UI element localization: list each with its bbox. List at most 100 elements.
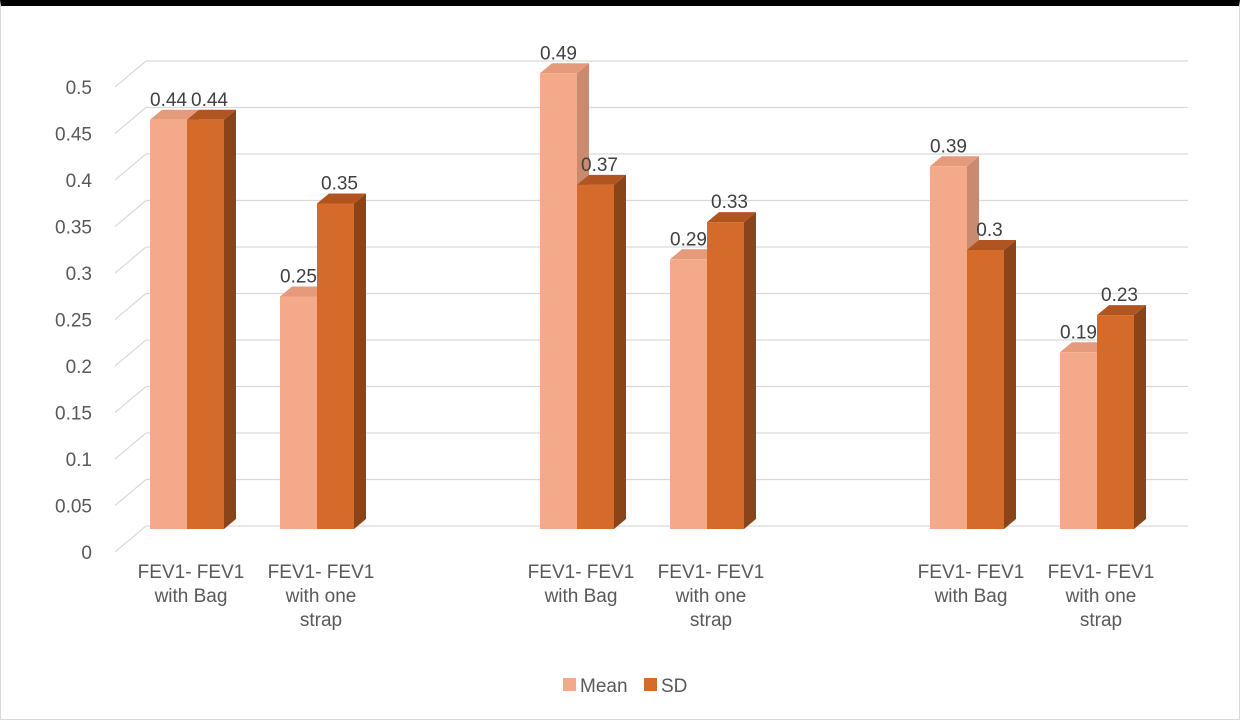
bar-front [707, 222, 744, 529]
legend-swatch [644, 678, 657, 691]
legend-swatch [563, 678, 576, 691]
x-category-line: with Bag [544, 586, 618, 607]
bar-top [1060, 342, 1109, 353]
bar-side [614, 174, 626, 529]
bar-sd [187, 109, 236, 530]
gridline-wall [114, 153, 147, 181]
bar-front [150, 119, 187, 530]
gridline-wall [114, 339, 147, 367]
x-category-label: FEV1- FEV1 with Bag [138, 562, 245, 607]
bar-side [1004, 240, 1016, 529]
data-labels: 0.44 0.44 0.25 0.35 0.49 0.37 0.290.33 0.39 0.3 0… [150, 43, 1138, 343]
bar-top [967, 240, 1016, 250]
bar-side [224, 109, 236, 530]
bar-side [744, 212, 756, 529]
bar-side [354, 193, 366, 529]
x-category-label: FEV1- FEV1 with Bag [918, 562, 1025, 607]
x-category-line: FEV1- FEV1 [658, 562, 765, 583]
bar-sd [1097, 305, 1146, 529]
gridline-wall [114, 479, 147, 506]
x-category-line: strap [690, 610, 732, 631]
bar-top [670, 249, 719, 260]
bar-front [1060, 352, 1097, 529]
x-axis: FEV1- FEV1 with Bag FEV1- FEV1 with one stra… [138, 562, 1155, 631]
bar-front [1097, 315, 1134, 529]
y-tick-label: 0.25 [55, 311, 92, 332]
x-category-line: FEV1- FEV1 [1048, 562, 1155, 583]
x-category-label: FEV1- FEV1 with one strap [658, 562, 765, 631]
bar-top [1097, 305, 1146, 316]
bar-top [187, 109, 236, 120]
bar-front [930, 166, 967, 530]
data-label: 0.29 [670, 229, 707, 250]
y-tick-label: 0.4 [66, 171, 93, 192]
y-tick-label: 0.45 [55, 125, 92, 146]
gridline-wall [114, 293, 147, 320]
bar-front [187, 119, 224, 530]
data-label: 0.35 [321, 174, 358, 195]
data-label: 0.25 [280, 267, 317, 288]
y-tick-label: 0.1 [66, 450, 92, 471]
bar-top [317, 193, 366, 204]
gridline-wall [114, 200, 147, 227]
bars [150, 63, 1146, 530]
bar-top [930, 156, 979, 167]
y-tick-label: 0.15 [55, 404, 92, 425]
x-category-line: strap [300, 610, 342, 631]
x-category-line: FEV1- FEV1 [528, 562, 635, 583]
bar-sd [967, 240, 1016, 529]
x-category-label: FEV1- FEV1 with Bag [528, 562, 635, 607]
x-category-label: FEV1- FEV1 with one strap [268, 562, 375, 631]
data-label: 0.44 [191, 90, 228, 111]
data-label: 0.39 [930, 136, 967, 157]
data-label: 0.23 [1101, 285, 1138, 306]
bar-front [670, 259, 707, 529]
data-label: 0.49 [540, 43, 577, 64]
bar-top [280, 286, 329, 297]
x-category-line: with Bag [154, 586, 228, 607]
gridline-wall [114, 107, 147, 134]
gridline-wall [114, 525, 147, 553]
gridline-wall [114, 432, 147, 460]
x-category-line: with Bag [934, 586, 1008, 607]
gridline-wall [114, 386, 147, 413]
bar-side [1134, 305, 1146, 529]
y-tick-label: 0 [81, 543, 92, 564]
x-category-line: with one [675, 586, 747, 607]
y-axis: 0 0.05 0.1 0.15 0.2 0.25 0.3 0.35 0.4 0.45 0.5 [55, 78, 92, 564]
y-tick-label: 0.2 [66, 357, 92, 378]
y-tick-label: 0.05 [55, 497, 92, 518]
bar-top [707, 212, 756, 223]
y-tick-label: 0.5 [66, 78, 92, 99]
x-category-line: FEV1- FEV1 [268, 562, 375, 583]
x-category-line: with one [1065, 586, 1137, 607]
legend-item-sd: SD [644, 676, 687, 697]
gridline-wall [114, 60, 147, 88]
gridlines [114, 60, 1188, 553]
data-label: 0.44 [150, 90, 187, 111]
x-category-line: strap [1080, 610, 1122, 631]
legend-item-mean: Mean [563, 676, 628, 697]
x-category-line: FEV1- FEV1 [138, 562, 245, 583]
legend: Mean SD [563, 676, 687, 697]
bar-sd [577, 174, 626, 529]
y-tick-label: 0.3 [66, 264, 92, 285]
bar-top [150, 109, 199, 120]
bar-top [577, 174, 626, 185]
x-category-line: FEV1- FEV1 [918, 562, 1025, 583]
bar-front [967, 250, 1004, 529]
data-label: 0.3 [976, 220, 1002, 241]
bar-top [540, 63, 589, 74]
bar-front [577, 184, 614, 529]
bar-front [540, 73, 577, 530]
data-label: 0.37 [581, 155, 618, 176]
data-label: 0.33 [711, 192, 748, 213]
legend-label: SD [661, 676, 687, 697]
bar-front [317, 203, 354, 529]
bar-sd [707, 212, 756, 529]
bar-sd [317, 193, 366, 529]
y-tick-label: 0.35 [55, 218, 92, 239]
x-category-line: with one [285, 586, 357, 607]
gridline-wall [114, 246, 147, 274]
